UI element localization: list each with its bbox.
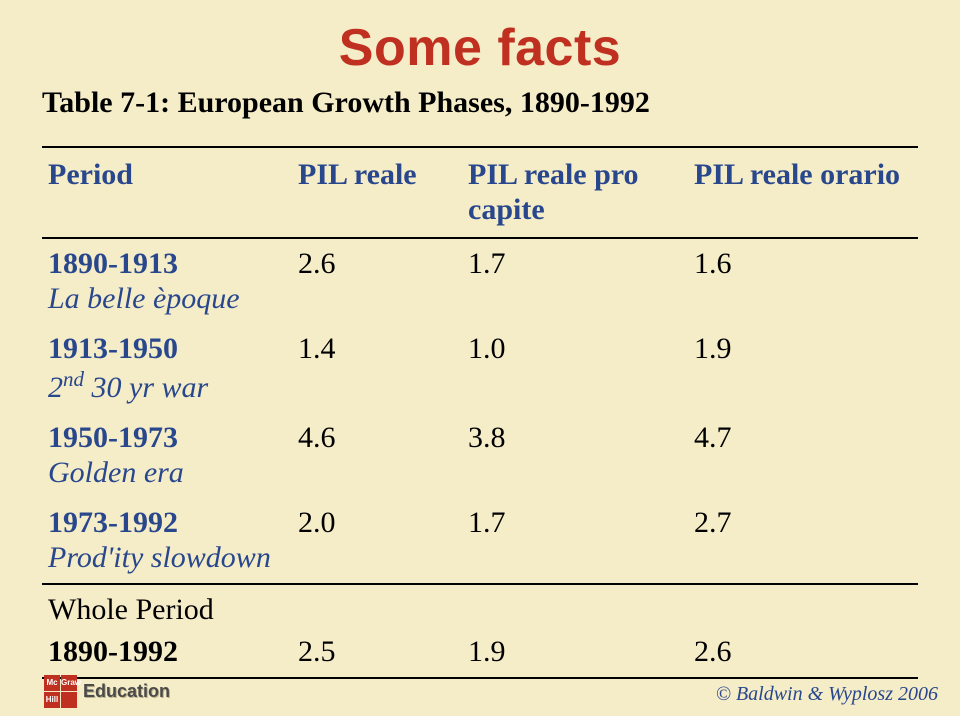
value-cell: 4.7 <box>688 413 918 498</box>
table-caption: Table 7-1: European Growth Phases, 1890-… <box>42 86 650 120</box>
education-text: Education <box>83 681 170 702</box>
empty-cell <box>462 584 688 631</box>
publisher-logo: McGrawHill Education <box>44 675 170 708</box>
period-sub: La belle èpoque <box>48 282 286 317</box>
period-sub: Prod'ity slowdown <box>48 541 286 576</box>
copyright-text: © Baldwin & Wyplosz 2006 <box>716 683 938 706</box>
header-period: Period <box>42 147 292 238</box>
whole-period-label: Whole Period <box>42 584 292 631</box>
empty-cell <box>292 584 462 631</box>
period-range: 1890-1913 <box>48 247 178 280</box>
value-cell: 1.6 <box>688 238 918 324</box>
value-cell: 3.8 <box>462 413 688 498</box>
table-row: 1950-1973 Golden era 4.6 3.8 4.7 <box>42 413 918 498</box>
period-cell: 1913-1950 2nd 30 yr war <box>42 324 292 413</box>
empty-cell <box>688 584 918 631</box>
value-cell: 1.7 <box>462 498 688 584</box>
period-range: 1950-1973 <box>48 421 178 454</box>
table-row: 1890-1913 La belle èpoque 2.6 1.7 1.6 <box>42 238 918 324</box>
period-cell: 1950-1973 Golden era <box>42 413 292 498</box>
value-cell: 1.7 <box>462 238 688 324</box>
period-cell: 1890-1913 La belle èpoque <box>42 238 292 324</box>
value-cell: 2.7 <box>688 498 918 584</box>
mcgraw-hill-icon: McGrawHill <box>44 675 77 708</box>
value-cell: 2.0 <box>292 498 462 584</box>
period-range: 1913-1950 <box>48 332 178 365</box>
period-sub: 2nd 30 yr war <box>48 367 286 406</box>
table-row: 1973-1992 Prod'ity slowdown 2.0 1.7 2.7 <box>42 498 918 584</box>
whole-period-row: Whole Period <box>42 584 918 631</box>
value-cell: 2.6 <box>292 238 462 324</box>
slide-footer: McGrawHill Education © Baldwin & Wyplosz… <box>0 662 960 716</box>
header-pil-reale: PIL reale <box>292 147 462 238</box>
slide-title: Some facts <box>0 18 960 78</box>
header-pil-reale-pro-capite: PIL reale pro capite <box>462 147 688 238</box>
table-header-row: Period PIL reale PIL reale pro capite PI… <box>42 147 918 238</box>
table-row: 1913-1950 2nd 30 yr war 1.4 1.0 1.9 <box>42 324 918 413</box>
value-cell: 1.9 <box>688 324 918 413</box>
growth-phases-table: Period PIL reale PIL reale pro capite PI… <box>42 146 918 679</box>
period-cell: 1973-1992 Prod'ity slowdown <box>42 498 292 584</box>
period-sub: Golden era <box>48 456 286 491</box>
slide: Some facts Table 7-1: European Growth Ph… <box>0 0 960 716</box>
period-range: 1973-1992 <box>48 506 178 539</box>
value-cell: 1.0 <box>462 324 688 413</box>
value-cell: 4.6 <box>292 413 462 498</box>
value-cell: 1.4 <box>292 324 462 413</box>
header-pil-reale-orario: PIL reale orario <box>688 147 918 238</box>
